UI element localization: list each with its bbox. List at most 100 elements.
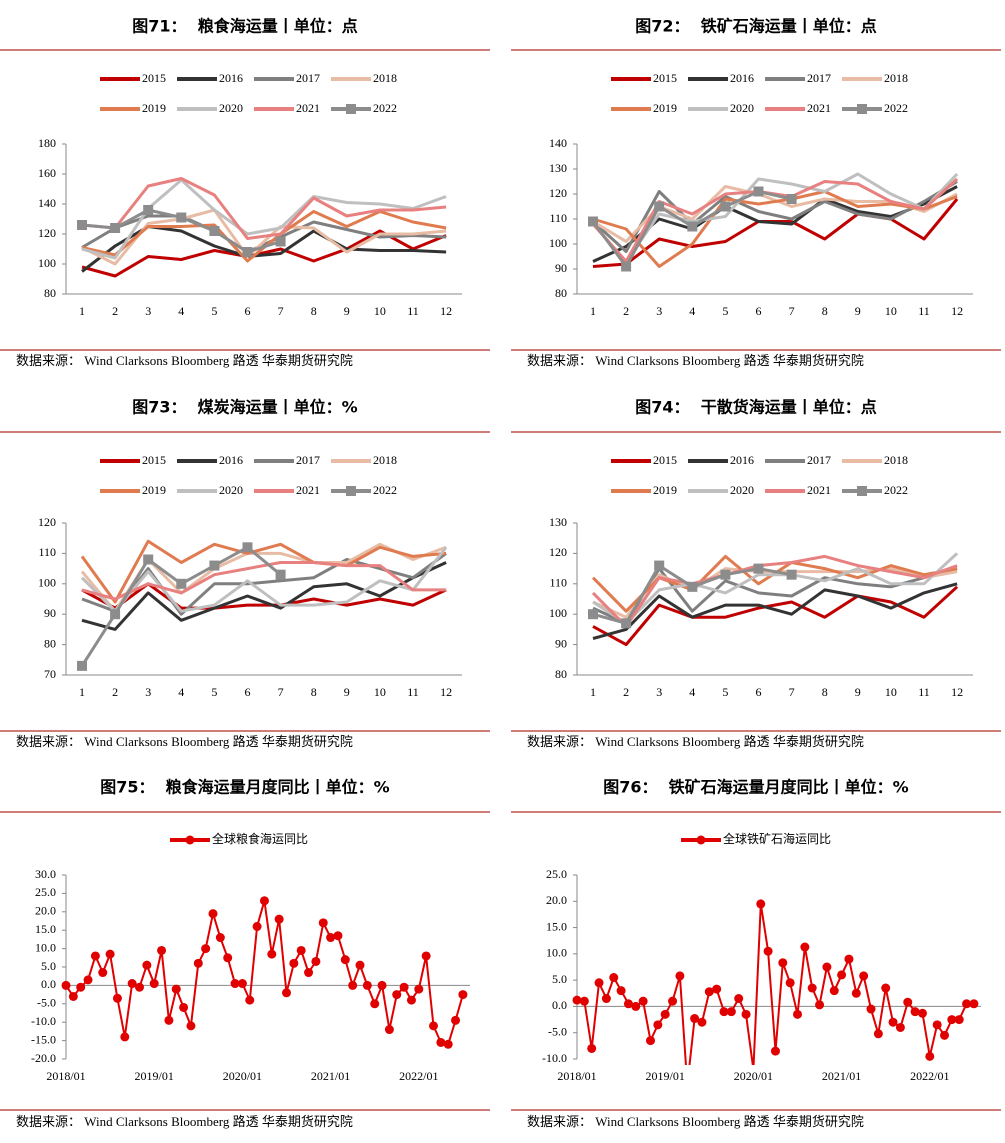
y-tick-label: -5.0 [37,996,56,1010]
x-tick-label: 2 [623,685,629,699]
point-marker [318,918,328,928]
y-tick-label: -5.0 [548,1024,567,1038]
legend-label: 2021 [807,483,831,497]
point-marker [829,986,839,996]
legend-label: 2019 [653,101,677,115]
point-marker [704,987,714,997]
y-tick-label: 140 [38,196,56,210]
point-marker [925,1051,935,1061]
y-tick-label: 110 [549,576,567,590]
x-tick-label: 5 [211,304,217,318]
series-line [80,546,448,613]
point-marker [697,1017,707,1027]
series-line [65,899,464,1046]
x-tick-label: 12 [440,304,452,318]
series-line [591,180,958,253]
y-tick-label: 160 [38,166,56,180]
y-tick-label: 180 [38,136,56,150]
legend-label: 2017 [807,71,831,85]
point-marker [844,954,854,964]
point-marker [631,1001,641,1011]
point-marker [193,958,203,968]
y-tick-label: 20.0 [546,893,567,907]
point-marker [572,995,582,1005]
y-tick-label: 100 [549,606,567,620]
legend-label: 2021 [296,101,320,115]
point-marker [77,220,87,230]
legend-label: 全球铁矿石海运同比 [723,831,831,846]
y-tick-label: 70 [44,667,56,681]
y-tick-label: 80 [555,286,567,300]
point-marker [275,236,286,247]
point-marker [786,569,797,580]
point-marker [947,1015,957,1025]
x-tick-label: 5 [722,304,728,318]
plot-area [588,172,959,272]
point-marker [355,960,365,970]
point-marker [687,221,698,232]
legend-marker [185,835,195,845]
point-marker [785,978,795,988]
legend-label: 2016 [730,71,754,85]
point-marker [282,988,291,998]
point-marker [903,997,913,1007]
x-tick-label: 11 [918,304,930,318]
legend-label: 2017 [807,453,831,467]
x-tick-label: 11 [407,685,419,699]
point-marker [252,922,262,932]
point-marker [720,201,731,212]
point-marker [588,609,598,620]
legend-label: 2017 [296,453,320,467]
point-marker [587,1043,597,1053]
point-marker [458,990,468,1000]
x-tick-label: 8 [822,685,828,699]
point-marker [61,980,71,990]
point-marker [712,984,722,994]
point-marker [770,1046,780,1056]
x-tick-label: 10 [885,685,897,699]
series-line [592,552,959,625]
plot-area [572,899,979,1065]
point-marker [77,660,87,671]
chart-title: 图71： 粮食海运量丨单位：点 [132,17,357,36]
point-marker [654,560,665,571]
legend-label: 2015 [142,71,166,85]
x-tick-label: 6 [756,304,762,318]
point-marker [687,581,698,592]
y-tick-label: 140 [549,136,567,150]
x-tick-label: 2019/01 [135,1069,174,1083]
point-marker [242,542,253,553]
legend-label: 2018 [884,71,908,85]
point-marker [311,956,321,966]
x-tick-label: 4 [689,304,695,318]
point-marker [895,1022,905,1032]
x-tick-label: 5 [211,685,217,699]
point-marker [969,999,979,1009]
point-marker [720,569,731,580]
legend-marker [346,104,356,114]
point-marker [186,1021,196,1031]
point-marker [421,951,431,961]
point-marker [384,1025,394,1035]
legend-label: 2022 [884,101,908,115]
x-tick-label: 6 [756,685,762,699]
point-marker [304,968,314,978]
point-marker [621,261,632,272]
point-marker [414,984,424,994]
legend-label: 2015 [653,453,677,467]
point-marker [406,995,416,1005]
series-line [81,177,447,240]
x-tick-label: 1 [79,304,85,318]
source-note: 数据来源： Wind Clarksons Bloomberg 路透 华泰期货研究… [527,734,864,749]
x-tick-label: 10 [374,304,386,318]
x-tick-label: 2019/01 [646,1069,685,1083]
point-marker [112,993,122,1003]
x-tick-label: 4 [178,685,184,699]
point-marker [176,578,187,589]
legend-label: 2020 [219,483,243,497]
point-marker [851,988,861,998]
point-marker [399,982,409,992]
point-marker [142,960,152,970]
point-marker [110,223,121,233]
point-marker [654,201,665,212]
